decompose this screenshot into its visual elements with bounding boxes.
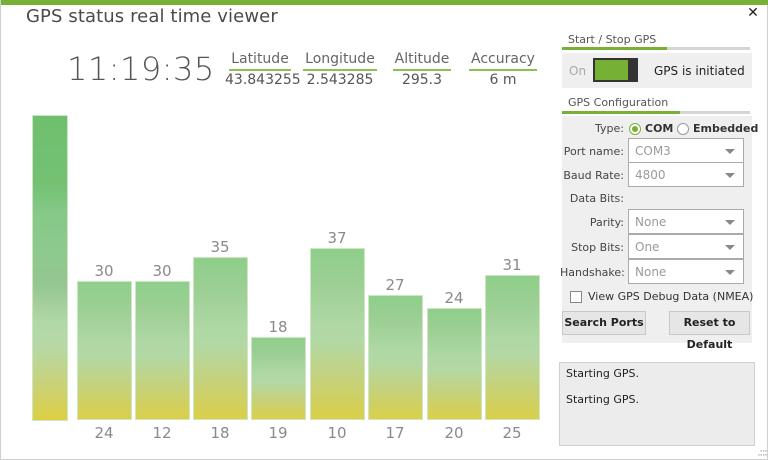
port-name-label: Port name:: [563, 145, 624, 158]
start-stop-divider: [562, 47, 750, 50]
gps-toggle-switch[interactable]: [593, 58, 638, 82]
bar-value: 24: [444, 289, 464, 307]
stat-accuracy: Accuracy 6 m: [468, 48, 538, 88]
chevron-down-icon: [725, 149, 735, 154]
window-title: GPS status real time viewer: [26, 6, 278, 27]
bar-value: 18: [268, 318, 288, 336]
gps-config-divider: [562, 111, 750, 114]
stop-bits-label: Stop Bits:: [571, 241, 624, 254]
stat-label: Altitude: [392, 51, 452, 71]
baud-rate-value: 4800: [635, 168, 666, 182]
type-embedded-label[interactable]: Embedded: [693, 122, 759, 135]
bar-value: 37: [327, 229, 347, 247]
toggle-label: On: [569, 64, 587, 78]
stop-bits-select[interactable]: One: [628, 234, 744, 259]
start-stop-panel: On GPS is initiated: [562, 53, 752, 88]
chart-bar: [251, 337, 306, 420]
gps-status-text: GPS is initiated: [654, 64, 745, 78]
log-line: Starting GPS.: [566, 367, 640, 380]
handshake-value: None: [635, 265, 667, 279]
bar-value: 31: [502, 256, 522, 274]
chevron-down-icon: [725, 245, 735, 250]
chevron-down-icon: [725, 173, 735, 178]
toggle-knob: [628, 58, 638, 82]
parity-value: None: [635, 215, 667, 229]
debug-data-checkbox[interactable]: [570, 291, 582, 303]
stat-value: 43.843255: [225, 72, 301, 88]
signal-scale-bar: [32, 115, 68, 421]
bar-value: 35: [210, 238, 230, 256]
chevron-down-icon: [725, 220, 735, 225]
type-com-label[interactable]: COM: [645, 122, 674, 135]
bar-category: 25: [502, 424, 522, 442]
bar-value: 30: [94, 262, 114, 280]
stat-value: 295.3: [401, 72, 443, 88]
parity-select[interactable]: None: [628, 209, 744, 234]
data-bits-label: Data Bits:: [569, 192, 624, 205]
stat-altitude: Altitude 295.3: [387, 48, 457, 88]
handshake-select[interactable]: None: [628, 259, 744, 284]
bar-category: 19: [268, 424, 288, 442]
log-output[interactable]: Starting GPS. Starting GPS.: [559, 362, 755, 446]
satellite-signal-chart: 30 24 30 12 35 18 18 19 37 10 27 17 24 2…: [1, 0, 551, 460]
stat-label: Latitude: [229, 51, 291, 71]
bar-value: 30: [152, 262, 172, 280]
bar-category: 24: [94, 424, 114, 442]
log-line: Starting GPS.: [566, 393, 640, 406]
type-embedded-radio[interactable]: [677, 123, 689, 135]
type-com-radio[interactable]: [629, 123, 641, 135]
parity-label: Parity:: [589, 216, 624, 229]
bar-category: 12: [152, 424, 172, 442]
stat-label: Longitude: [303, 51, 377, 71]
chart-bar: [427, 308, 482, 420]
stat-label: Accuracy: [469, 51, 537, 71]
stat-latitude: Latitude 43.843255: [225, 48, 301, 88]
data-bits-field: [628, 187, 744, 212]
debug-data-label[interactable]: View GPS Debug Data (NMEA): [588, 290, 754, 303]
chart-bar: [77, 281, 132, 420]
stat-value: 6 m: [489, 72, 517, 88]
start-stop-title: Start / Stop GPS: [568, 33, 657, 46]
reset-to-default-button[interactable]: Reset to Default: [669, 311, 750, 351]
handshake-label: Handshake:: [560, 266, 625, 279]
clock-time: 11:19:35: [67, 50, 215, 88]
chart-bar: [193, 257, 248, 420]
type-label: Type:: [595, 122, 624, 135]
chart-bar: [485, 275, 540, 420]
window-accent-bar: [1, 0, 768, 5]
baud-rate-select[interactable]: 4800: [628, 162, 744, 187]
baud-rate-label: Baud Rate:: [563, 169, 624, 182]
chart-bar: [135, 281, 190, 420]
bar-value: 27: [385, 276, 405, 294]
port-name-select[interactable]: COM3: [628, 138, 744, 163]
stat-value: 2.543285: [306, 72, 374, 88]
bar-category: 10: [327, 424, 347, 442]
gps-config-title: GPS Configuration: [568, 96, 669, 109]
chart-bar: [310, 248, 365, 420]
bar-category: 18: [210, 424, 230, 442]
resize-grip-icon[interactable]: ⠠⠤ ⠤⠤: [757, 445, 768, 458]
bar-category: 17: [385, 424, 405, 442]
close-icon[interactable]: ✕: [747, 5, 759, 21]
chart-bar: [368, 295, 423, 420]
stat-longitude: Longitude 2.543285: [302, 48, 378, 88]
stop-bits-value: One: [635, 240, 660, 254]
chevron-down-icon: [725, 270, 735, 275]
search-ports-button[interactable]: Search Ports: [562, 311, 646, 335]
port-name-value: COM3: [635, 144, 671, 158]
bar-category: 20: [444, 424, 464, 442]
